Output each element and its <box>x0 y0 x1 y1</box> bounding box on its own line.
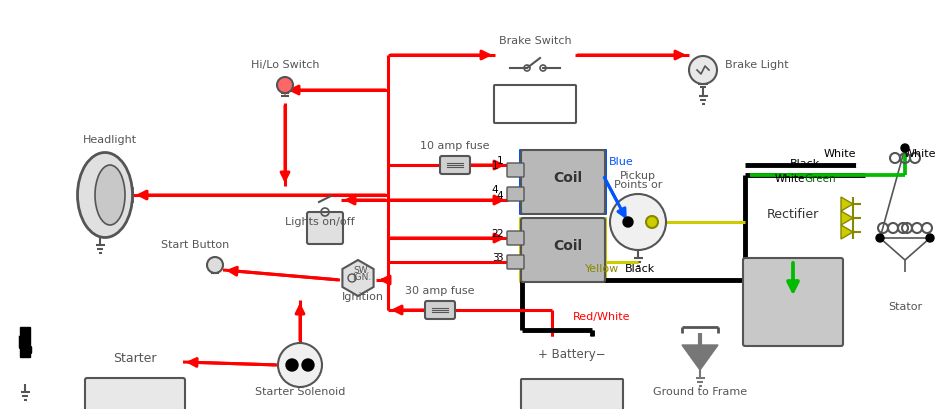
Text: 2: 2 <box>491 229 498 239</box>
Circle shape <box>207 257 223 273</box>
Text: Ground to Frame: Ground to Frame <box>652 387 747 397</box>
Text: Yellow: Yellow <box>585 264 619 274</box>
Text: Points or: Points or <box>614 180 662 190</box>
Text: Red/White: Red/White <box>573 312 631 322</box>
Text: Starter: Starter <box>114 352 157 365</box>
Text: White: White <box>903 149 937 159</box>
FancyBboxPatch shape <box>440 156 470 174</box>
FancyBboxPatch shape <box>20 327 30 357</box>
Text: IGN.: IGN. <box>352 273 371 282</box>
Text: Start Button: Start Button <box>161 240 229 250</box>
Text: 1: 1 <box>491 161 498 171</box>
FancyBboxPatch shape <box>521 218 605 282</box>
Text: Starter Solenoid: Starter Solenoid <box>255 387 346 397</box>
Text: Blue: Blue <box>609 157 634 167</box>
Circle shape <box>646 216 658 228</box>
FancyBboxPatch shape <box>743 258 843 346</box>
Circle shape <box>286 359 298 371</box>
FancyBboxPatch shape <box>507 255 524 269</box>
Text: Black: Black <box>790 159 820 169</box>
FancyBboxPatch shape <box>507 163 524 177</box>
Text: Coil: Coil <box>553 171 582 185</box>
Circle shape <box>610 194 666 250</box>
Text: Headlight: Headlight <box>83 135 137 145</box>
Text: 3: 3 <box>496 253 503 263</box>
Circle shape <box>623 217 633 227</box>
Text: 4: 4 <box>496 191 503 201</box>
Ellipse shape <box>78 153 133 238</box>
Text: + Battery−: + Battery− <box>538 348 606 361</box>
Text: Brake Switch: Brake Switch <box>499 36 571 46</box>
Text: 30 amp fuse: 30 amp fuse <box>405 286 474 296</box>
Text: Coil: Coil <box>553 239 582 253</box>
Ellipse shape <box>95 165 125 225</box>
Text: Pickup: Pickup <box>620 171 656 181</box>
Circle shape <box>302 359 314 371</box>
FancyBboxPatch shape <box>507 231 524 245</box>
Polygon shape <box>343 260 373 296</box>
Text: White: White <box>775 174 805 184</box>
FancyBboxPatch shape <box>521 379 623 409</box>
FancyBboxPatch shape <box>507 187 524 201</box>
Text: Ignition: Ignition <box>342 292 384 302</box>
Text: Black: Black <box>625 264 655 274</box>
Circle shape <box>901 144 909 152</box>
Polygon shape <box>841 197 853 211</box>
Polygon shape <box>682 345 718 370</box>
Text: 2: 2 <box>496 229 503 239</box>
Text: Brake Light: Brake Light <box>725 60 789 70</box>
Circle shape <box>277 77 293 93</box>
Text: 1: 1 <box>496 156 503 166</box>
Text: Rectifier: Rectifier <box>767 208 819 221</box>
Circle shape <box>278 343 322 387</box>
Text: Hi/Lo Switch: Hi/Lo Switch <box>251 60 319 70</box>
Circle shape <box>876 234 884 242</box>
Text: Stator: Stator <box>888 302 922 312</box>
FancyBboxPatch shape <box>519 217 607 283</box>
Text: 4: 4 <box>491 185 498 195</box>
Text: 3: 3 <box>491 253 498 263</box>
FancyBboxPatch shape <box>425 301 455 319</box>
FancyBboxPatch shape <box>494 85 576 123</box>
Text: 10 amp fuse: 10 amp fuse <box>420 141 490 151</box>
Polygon shape <box>841 225 853 239</box>
Circle shape <box>689 56 717 84</box>
Text: White: White <box>824 149 856 159</box>
Text: SW.: SW. <box>354 266 370 275</box>
Text: Lights on/off: Lights on/off <box>285 217 355 227</box>
Polygon shape <box>841 211 853 225</box>
FancyBboxPatch shape <box>85 378 185 409</box>
FancyBboxPatch shape <box>519 149 607 215</box>
Circle shape <box>926 234 934 242</box>
Text: Green: Green <box>804 174 836 184</box>
FancyBboxPatch shape <box>521 150 605 214</box>
FancyBboxPatch shape <box>307 212 343 244</box>
